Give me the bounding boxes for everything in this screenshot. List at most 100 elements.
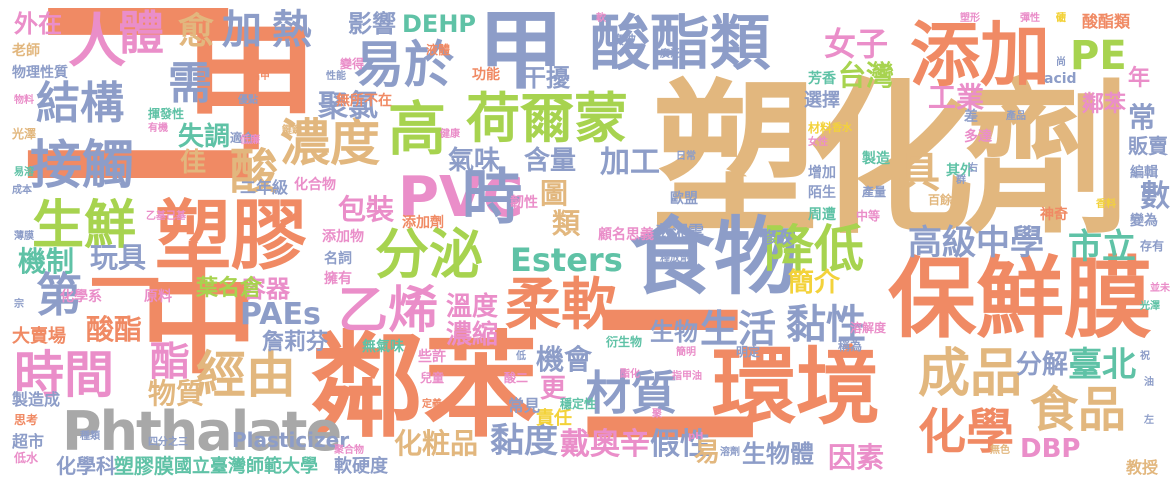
word-nianxing: 黏性 xyxy=(786,302,866,348)
word-yuanliao: 原料 xyxy=(144,289,172,305)
word-ernianji: 二年級 xyxy=(240,178,289,197)
word-jizhi: 機制 xyxy=(18,245,75,278)
word-jihui: 機會 xyxy=(536,343,593,376)
word-gongneng: 功能 xyxy=(472,67,500,83)
word-xiangshui: 香水 xyxy=(832,123,852,134)
word-richang: 日常 xyxy=(676,151,696,162)
word-youxiao: 有機 xyxy=(148,123,168,134)
word-yansheng: 衍生物 xyxy=(606,335,643,349)
word-julvyi: 聚氯 xyxy=(318,89,378,124)
word-shijian: 時間 xyxy=(14,346,114,404)
word-chanliang: 產量 xyxy=(862,185,887,199)
word-zerenl: 責任 xyxy=(536,408,572,429)
word-nian: 年 xyxy=(1128,66,1151,91)
word-ruan: 軟 xyxy=(596,13,606,24)
word-jia-big: 甲 xyxy=(182,8,321,169)
word-chanpin: 產品 xyxy=(1006,111,1026,122)
word-esters: Esters xyxy=(510,241,623,279)
word-rongji: 溶劑 xyxy=(720,447,740,458)
word-jianjie: 簡介 xyxy=(788,268,841,298)
word-rongjiedu: 溶解度 xyxy=(850,321,887,335)
word-shifang: 釋放劑 xyxy=(660,253,690,264)
word-shi: 時 xyxy=(462,163,522,233)
word-pvc: PVC xyxy=(398,165,524,230)
word-plasticizer: Plasticizer xyxy=(232,428,350,452)
word-suanmolar: 酸二 xyxy=(504,371,529,385)
word-nongdu: 濃度 xyxy=(280,114,380,172)
word-guangze: 光澤 xyxy=(12,127,37,141)
word-rouruan: 柔軟 xyxy=(505,273,617,338)
word-jia-2: 甲 xyxy=(478,1,564,101)
word-zhouzao: 周遭 xyxy=(808,207,836,223)
word-suxiaomo: 塑膠膜 xyxy=(114,454,174,478)
word-gongxiang: 廣被 xyxy=(612,33,637,47)
word-er-bottom: 二 xyxy=(580,272,761,481)
word-phthalate: Phthalate xyxy=(62,400,342,463)
word-wendu: 溫度 xyxy=(446,292,499,322)
word-renxing: 韌性 xyxy=(510,195,538,211)
word-xu: 需 xyxy=(168,58,212,109)
word-wulixingzhi: 物理性質 xyxy=(12,65,68,81)
word-wenduan: 薄膜 xyxy=(14,231,34,242)
word-wuliao: 物料 xyxy=(14,95,34,106)
word-yeti: 液體 xyxy=(426,43,451,57)
word-huahewu: 化合物 xyxy=(294,177,336,193)
word-ren: 人 xyxy=(68,7,127,75)
word-shengwuti: 生物體 xyxy=(742,440,814,468)
word-jia-fine: 佳 xyxy=(180,148,207,178)
word-caizhi: 材質 xyxy=(585,366,677,420)
word-yongyou: 擁有 xyxy=(324,271,352,287)
word-zhi: 酯 xyxy=(150,339,190,385)
word-shiwu: 食物 xyxy=(630,208,799,306)
word-geng: 更 xyxy=(540,374,567,404)
word-jiegou: 結構 xyxy=(36,78,124,129)
word-chengpin: 成品 xyxy=(918,344,1023,404)
word-cailiao: 材料 xyxy=(808,121,833,135)
word-fenjie: 分解 xyxy=(1016,350,1069,380)
word-waizai: 外在 xyxy=(14,10,62,38)
word-chaoshi: 超市 xyxy=(12,432,45,451)
word-yu: 愈 xyxy=(178,11,215,52)
word-wanju: 玩具 xyxy=(90,241,147,274)
word-shang: 尚 xyxy=(1056,57,1066,68)
word-huaxuexi: 化學系 xyxy=(60,289,102,305)
word-zhongdeng: 中等 xyxy=(856,209,881,223)
word-mosheng: 陌生 xyxy=(808,185,836,201)
word-ruanyingdu: 軟硬度 xyxy=(334,456,388,477)
word-shiyong: 適合 xyxy=(230,131,255,145)
word-chengben: 成本 xyxy=(12,185,32,196)
word-di: 第 xyxy=(36,268,82,322)
word-guangze2: 光澤 xyxy=(1140,301,1160,312)
word-dehp: DEHP xyxy=(402,10,476,38)
word-suan: 酸 xyxy=(230,144,279,200)
word-tanxing: 彈性 xyxy=(1020,13,1040,24)
word-yi: 一 xyxy=(90,244,160,326)
word-yinsu: 因素 xyxy=(828,441,885,474)
word-tianjia: 添加 xyxy=(910,14,1050,96)
word-yiguo: 易溶 xyxy=(14,167,34,178)
word-sujiao: 塑膠 xyxy=(155,191,307,280)
word-zhanlifen: 詹莉芬 xyxy=(262,330,329,355)
word-yi-easy: 易 xyxy=(694,438,721,468)
word-guangfan: 廣泛 xyxy=(660,49,680,60)
word-xiexu: 些許 xyxy=(418,349,446,365)
word-baoxianmo: 保鮮膜 xyxy=(888,247,1153,350)
word-jiaxing: 假性 xyxy=(650,427,710,462)
word-guming: 顧名思義 xyxy=(598,227,654,243)
word-laoshi: 老師 xyxy=(12,43,40,59)
word-pengxiangyun: 彭湘雲 xyxy=(656,222,705,241)
word-er-big: 二 xyxy=(18,0,259,236)
word-shitiao: 失調 xyxy=(178,122,231,152)
word-huaxueke: 化學科 xyxy=(56,454,116,478)
word-shipin: 食品 xyxy=(1030,382,1127,438)
word-jiaoshou: 教授 xyxy=(1126,458,1159,477)
word-didu: 低廉 xyxy=(240,135,260,146)
word-jia-heat: 加 xyxy=(222,7,262,53)
word-ertong: 兒童 xyxy=(420,371,445,385)
word-youliang: 優點 xyxy=(238,95,258,106)
word-xuanze: 選擇 xyxy=(804,90,840,111)
word-xiangli: 香料 xyxy=(1096,199,1116,210)
word-suanzhi: 酸酯 xyxy=(86,313,143,346)
word-jiechu: 接觸 xyxy=(30,136,135,196)
word-jiagong: 加工 xyxy=(600,145,660,180)
